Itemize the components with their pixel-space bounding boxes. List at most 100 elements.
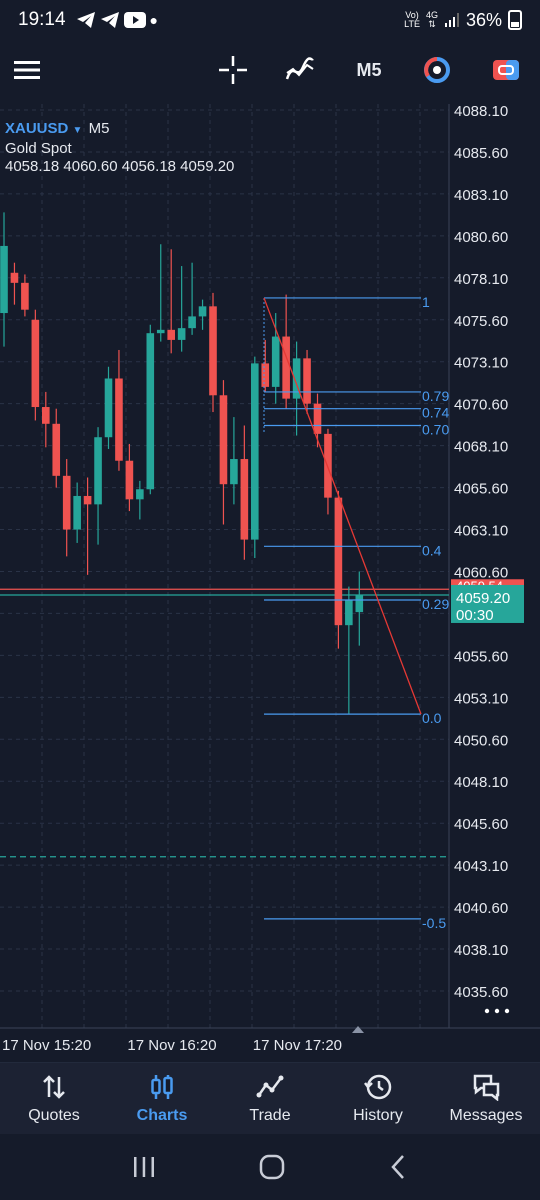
candle-body[interactable]: [125, 460, 134, 500]
candle-body[interactable]: [177, 328, 186, 340]
y-axis-tick-label: 4083.10: [454, 187, 508, 204]
candle-body[interactable]: [345, 600, 353, 626]
candle-body[interactable]: [334, 497, 343, 626]
candle-body[interactable]: [62, 475, 71, 530]
y-axis-tick-label: 4085.60: [454, 145, 508, 162]
volte-indicator: Vo) LTE: [404, 10, 420, 29]
candle-body[interactable]: [240, 459, 249, 540]
y-axis-tick-label: 4053.10: [454, 690, 508, 707]
candle-body[interactable]: [0, 245, 8, 314]
symbol-description: Gold Spot: [5, 140, 72, 157]
recent-apps-icon[interactable]: [132, 1156, 156, 1178]
nav-history-label: History: [353, 1106, 403, 1124]
back-icon[interactable]: [388, 1154, 408, 1180]
candle-body[interactable]: [73, 495, 81, 530]
ohlc-values: 4058.18 4060.60 4056.18 4059.20: [5, 158, 235, 175]
y-axis-tick-label: 4055.60: [454, 648, 508, 665]
chart-toolbar: M5: [0, 40, 540, 102]
menu-button[interactable]: [10, 50, 44, 90]
nav-charts[interactable]: Charts: [108, 1063, 216, 1134]
fibonacci-level-label: 0.4: [422, 542, 442, 558]
battery-percent: 36%: [465, 9, 502, 30]
current-price-tag: [451, 584, 524, 623]
price-chart[interactable]: 4088.10 4085.60 4083.10 4080.60 4078.10 4075.…: [0, 104, 540, 1060]
quotes-icon: [43, 1074, 65, 1099]
y-axis-tick-label: 4088.10: [454, 104, 508, 120]
current-price-label: 4059.20: [456, 590, 510, 607]
candle-body[interactable]: [136, 489, 144, 500]
candle-body[interactable]: [271, 336, 280, 387]
nav-trade[interactable]: Trade: [216, 1063, 324, 1134]
trend-line[interactable]: [263, 297, 422, 715]
candle-body[interactable]: [156, 329, 165, 334]
signal-icon: [444, 13, 459, 27]
candle-body[interactable]: [261, 363, 270, 387]
more-options-dot[interactable]: [494, 1008, 500, 1014]
indicators-button[interactable]: [283, 50, 317, 90]
y-axis-tick-label: 4073.10: [454, 355, 508, 372]
charts-icon: [151, 1074, 173, 1099]
y-axis-tick-label: 4063.10: [454, 523, 508, 540]
candle-body[interactable]: [31, 319, 40, 408]
more-notifications-dot: ●: [149, 12, 159, 28]
more-options-dot[interactable]: [504, 1008, 510, 1014]
symbol-name[interactable]: XAUUSD: [5, 120, 69, 137]
timeframe-button[interactable]: M5: [356, 59, 382, 80]
candle-body[interactable]: [115, 378, 123, 461]
candle-body[interactable]: [104, 378, 113, 438]
status-bar: 19:14 ● Vo) LTE 4G ⇅ 36%: [0, 0, 540, 40]
fibonacci-level-label: -0.5: [422, 915, 446, 931]
more-options-dot[interactable]: [484, 1008, 490, 1014]
symbol-dropdown-icon[interactable]: ▼: [72, 125, 83, 136]
crosshair-button[interactable]: [216, 50, 250, 90]
candle-body[interactable]: [355, 594, 364, 613]
chart-timeframe: M5: [88, 120, 110, 137]
y-axis-tick-label: 4070.60: [454, 397, 508, 414]
notification-icons: ●: [76, 11, 158, 29]
chart-header: XAUUSD ▼ M5 Gold Spot 4058.18 4060.60 40…: [5, 120, 234, 176]
bar-countdown-label: 00:30: [456, 607, 494, 624]
candle-body[interactable]: [83, 495, 92, 505]
fibonacci-level-label: 0.29: [422, 596, 449, 612]
history-icon: [364, 1074, 392, 1099]
one-click-trade-icon: [493, 60, 519, 80]
candle-body[interactable]: [230, 459, 238, 485]
candle-body[interactable]: [219, 395, 228, 485]
status-right: Vo) LTE 4G ⇅ 36%: [404, 10, 522, 31]
candle-body[interactable]: [282, 336, 290, 399]
objects-button[interactable]: [420, 50, 454, 90]
candle-body[interactable]: [42, 407, 50, 424]
nav-history[interactable]: History: [324, 1063, 432, 1134]
fibonacci-level-label: 0.74: [422, 405, 449, 421]
candle-body[interactable]: [292, 358, 301, 399]
candle-body[interactable]: [94, 437, 102, 505]
candle-body[interactable]: [198, 306, 207, 317]
telegram-icon: [76, 12, 95, 28]
fibonacci-level-label: 0.0: [422, 710, 442, 726]
y-axis-tick-label: 4075.60: [454, 313, 508, 330]
fibonacci-level-label: 1: [422, 294, 430, 310]
telegram-icon: [100, 12, 119, 28]
candle-body[interactable]: [146, 333, 155, 490]
candle-body[interactable]: [10, 272, 19, 283]
nav-quotes-label: Quotes: [28, 1106, 80, 1124]
nav-quotes[interactable]: Quotes: [0, 1063, 108, 1134]
candle-body[interactable]: [303, 358, 311, 404]
candle-body[interactable]: [21, 282, 29, 310]
one-click-trading-button[interactable]: [489, 50, 523, 90]
bottom-navigation: Quotes Charts Trade History Messages: [0, 1062, 540, 1134]
status-time: 19:14: [18, 9, 66, 30]
candle-body[interactable]: [188, 316, 196, 329]
home-icon[interactable]: [259, 1154, 285, 1180]
candle-body[interactable]: [209, 306, 217, 396]
y-axis-tick-label: 4040.60: [454, 900, 508, 917]
candle-body[interactable]: [167, 329, 175, 340]
indicators-icon: [285, 57, 314, 80]
y-axis-tick-label: 4048.10: [454, 774, 508, 791]
scroll-position-marker[interactable]: [352, 1026, 364, 1033]
candle-body[interactable]: [251, 363, 259, 540]
crosshair-icon: [219, 56, 247, 84]
candle-body[interactable]: [313, 403, 322, 434]
candle-body[interactable]: [52, 423, 61, 476]
nav-messages[interactable]: Messages: [432, 1063, 540, 1134]
